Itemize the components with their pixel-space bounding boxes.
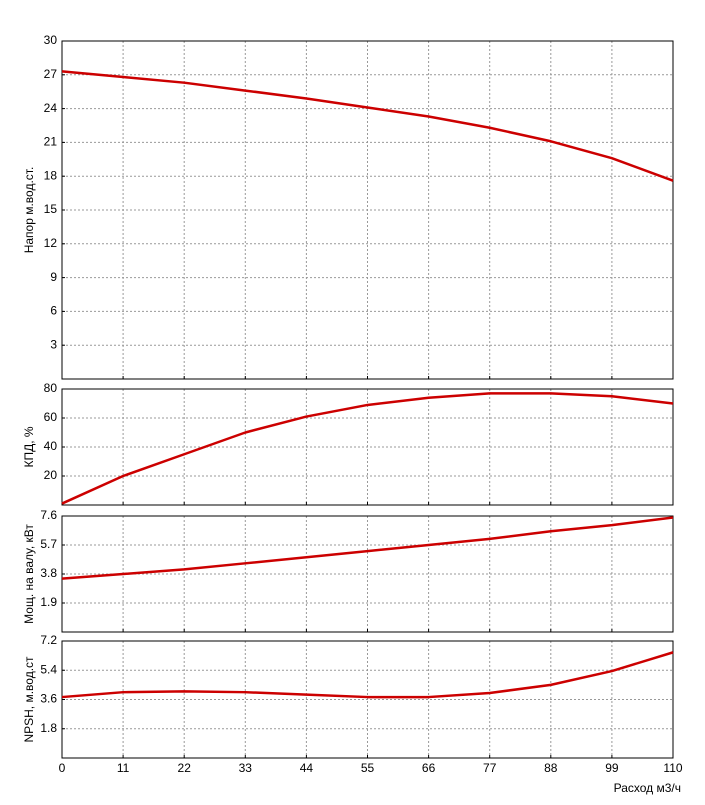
y-axis-label: NPSH, м.вод.ст (22, 656, 36, 743)
y-tick-label: 3 (50, 337, 57, 351)
x-tick-label: 0 (59, 761, 66, 775)
line-series (61, 516, 674, 580)
y-tick-label: 3.6 (40, 692, 57, 706)
plot-frame (61, 40, 674, 380)
y-tick-label: 27 (44, 67, 58, 81)
y-axis-label: Мощ. на валу, кВт (22, 524, 36, 624)
line-series (61, 70, 674, 182)
x-tick-label: 55 (361, 761, 375, 775)
y-tick-label: 5.7 (40, 537, 57, 551)
y-tick-label: 30 (44, 33, 58, 47)
plot-frame (61, 388, 674, 506)
x-tick-label: 66 (422, 761, 436, 775)
y-tick-label: 1.9 (40, 595, 57, 609)
y-tick-label: 3.8 (40, 566, 57, 580)
x-tick-label: 110 (663, 761, 682, 775)
x-tick-label: 88 (544, 761, 558, 775)
x-tick-label: 22 (178, 761, 192, 775)
y-tick-label: 15 (44, 202, 58, 216)
x-tick-label: 77 (483, 761, 497, 775)
y-tick-label: 7.2 (40, 633, 57, 647)
y-tick-label: 40 (44, 439, 58, 453)
y-tick-label: 60 (44, 410, 58, 424)
y-tick-label: 9 (50, 270, 57, 284)
y-tick-label: 24 (44, 101, 58, 115)
y-tick-label: 80 (44, 381, 58, 395)
x-tick-label: 33 (239, 761, 253, 775)
y-tick-label: 7.6 (40, 508, 57, 522)
y-axis-label: КПД, % (22, 426, 36, 467)
plot-frame (61, 515, 674, 633)
x-tick-label: 44 (300, 761, 314, 775)
y-tick-label: 6 (50, 304, 57, 318)
y-tick-label: 21 (44, 135, 58, 149)
plot-frame (61, 640, 674, 759)
y-tick-label: 1.8 (40, 721, 57, 735)
y-axis-label: Напор м.вод.ст. (22, 167, 36, 254)
y-tick-label: 5.4 (40, 662, 57, 676)
x-tick-label: 99 (605, 761, 619, 775)
y-tick-label: 12 (44, 236, 58, 250)
y-tick-label: 20 (44, 468, 58, 482)
line-series (61, 392, 674, 505)
y-tick-label: 18 (44, 168, 58, 182)
line-series (61, 651, 674, 699)
x-axis-label: Расход м3/ч (614, 781, 681, 795)
x-tick-label: 11 (117, 761, 130, 775)
